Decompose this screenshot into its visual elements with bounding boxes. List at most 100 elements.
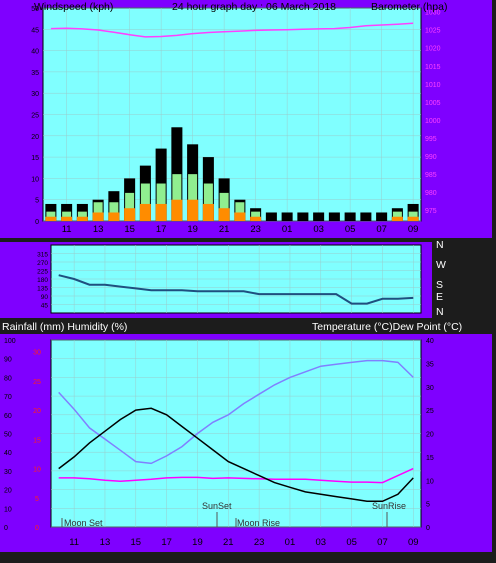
wind-light-bar xyxy=(203,183,213,221)
wind-gust-bar xyxy=(265,212,277,221)
rainfall-y-tick-label: 5 xyxy=(35,496,39,503)
humidity-y-tick-label: 100 xyxy=(4,338,16,345)
barometer-y-tick-label: 990 xyxy=(425,154,437,161)
wind-average-bar xyxy=(76,216,88,221)
wind-average-bar xyxy=(218,208,230,221)
humidity-y-tick-label: 40 xyxy=(4,450,12,457)
wind-y-tick-label: 45 xyxy=(31,27,39,34)
wind-light-bar xyxy=(172,174,182,221)
x-tick-label: 09 xyxy=(408,224,419,235)
x-tick-label: 21 xyxy=(223,537,234,548)
direction-y-tick-label: 135 xyxy=(37,286,48,293)
direction-label-n-top: N xyxy=(436,239,444,251)
wind-light-bar xyxy=(125,192,135,221)
wind-y-tick-label: 25 xyxy=(31,113,39,120)
barometer-y-tick-label: 1005 xyxy=(425,100,441,107)
direction-y-tick-label: 225 xyxy=(37,269,48,276)
x-tick-label: 19 xyxy=(187,224,198,235)
wind-y-tick-label: 0 xyxy=(35,219,39,226)
x-tick-label: 15 xyxy=(131,537,142,548)
rainfall-y-tick-label: 15 xyxy=(33,437,41,444)
temp-dewpoint-axis-title: Temperature (°C)Dew Point (°C) xyxy=(312,321,462,333)
x-tick-label: 21 xyxy=(219,224,230,235)
wind-average-bar xyxy=(171,199,183,221)
graph-title: 24 hour graph day : 06 March 2018 xyxy=(172,1,336,13)
wind-gust-bar xyxy=(297,212,309,221)
barometer-y-tick-label: 1030 xyxy=(425,10,441,17)
moonset-label: Moon Set xyxy=(64,518,103,528)
wind-gust-bar xyxy=(313,212,325,221)
temperature-y-tick-label: 40 xyxy=(426,338,434,345)
barometer-y-tick-label: 975 xyxy=(425,208,437,215)
temperature-y-tick-label: 25 xyxy=(426,408,434,415)
wind-average-bar xyxy=(187,199,199,221)
wind-y-tick-label: 40 xyxy=(31,49,39,56)
wind-light-bar xyxy=(93,202,103,221)
x-tick-label: 01 xyxy=(282,224,293,235)
direction-y-tick-label: 270 xyxy=(37,260,48,267)
rain-humidity-axis-title: Rainfall (mm) Humidity (%) xyxy=(2,321,127,333)
wind-light-bar xyxy=(62,211,72,221)
barometer-y-tick-label: 1010 xyxy=(425,82,441,89)
wind-light-bar xyxy=(77,211,87,221)
wind-direction-line xyxy=(58,274,414,305)
wind-y-tick-label: 15 xyxy=(31,155,39,162)
x-tick-label: 07 xyxy=(377,537,388,548)
sunset-label: SunSet xyxy=(202,501,232,511)
wind-y-tick-label: 20 xyxy=(31,134,39,141)
wind-average-bar xyxy=(250,216,262,221)
x-tick-label: 07 xyxy=(376,224,387,235)
direction-y-tick-label: 90 xyxy=(41,294,49,301)
wind-y-tick-label: 10 xyxy=(31,176,39,183)
moonrise-label: Moon Rise xyxy=(237,518,280,528)
direction-label-e: E xyxy=(436,291,443,303)
rainfall-y-tick-label: 20 xyxy=(33,408,41,415)
barometer-line xyxy=(50,22,414,38)
x-tick-label: 13 xyxy=(93,224,104,235)
wind-average-bar xyxy=(407,216,419,221)
wind-y-tick-label: 5 xyxy=(35,198,39,205)
humidity-y-tick-label: 80 xyxy=(4,375,12,382)
barometer-y-tick-label: 1025 xyxy=(425,28,441,35)
barometer-y-tick-label: 980 xyxy=(425,190,437,197)
temperature-y-tick-label: 35 xyxy=(426,361,434,368)
temperature-y-tick-label: 30 xyxy=(426,385,434,392)
x-tick-label: 15 xyxy=(124,224,135,235)
x-tick-label: 23 xyxy=(254,537,265,548)
wind-y-tick-label: 50 xyxy=(31,6,39,13)
temperature-line xyxy=(58,407,414,503)
direction-label-w: W xyxy=(436,259,446,271)
wind-light-bar xyxy=(156,183,166,221)
wind-average-bar xyxy=(45,216,57,221)
humidity-y-tick-label: 50 xyxy=(4,432,12,439)
temperature-y-tick-label: 10 xyxy=(426,478,434,485)
humidity-y-tick-label: 30 xyxy=(4,469,12,476)
direction-y-tick-label: 315 xyxy=(37,252,48,259)
wind-light-bar xyxy=(251,211,261,221)
wind-y-tick-label: 35 xyxy=(31,70,39,77)
humidity-y-tick-label: 60 xyxy=(4,413,12,420)
wind-average-bar xyxy=(234,212,246,221)
humidity-y-tick-label: 20 xyxy=(4,488,12,495)
windspeed-axis-title: Windspeed (kph) xyxy=(34,1,113,13)
wind-light-bar xyxy=(46,211,56,221)
sunrise-label: SunRise xyxy=(372,501,406,511)
wind-average-bar xyxy=(124,208,136,221)
humidity-line xyxy=(58,359,414,465)
rainfall-y-tick-label: 30 xyxy=(33,350,41,357)
wind-average-bar xyxy=(61,216,73,221)
x-tick-label: 01 xyxy=(285,537,296,548)
direction-y-tick-label: 45 xyxy=(41,303,49,310)
x-tick-label: 17 xyxy=(156,224,167,235)
wind-gust-bar xyxy=(360,212,372,221)
wind-gust-bar xyxy=(376,212,388,221)
wind-y-tick-label: 30 xyxy=(31,91,39,98)
direction-y-tick-label: 180 xyxy=(37,277,48,284)
rainfall-y-tick-label: 25 xyxy=(33,379,41,386)
barometer-y-tick-label: 1020 xyxy=(425,46,441,53)
temperature-y-tick-label: 15 xyxy=(426,455,434,462)
humidity-y-tick-label: 0 xyxy=(4,525,8,532)
wind-average-bar xyxy=(391,216,403,221)
barometer-y-tick-label: 995 xyxy=(425,136,437,143)
